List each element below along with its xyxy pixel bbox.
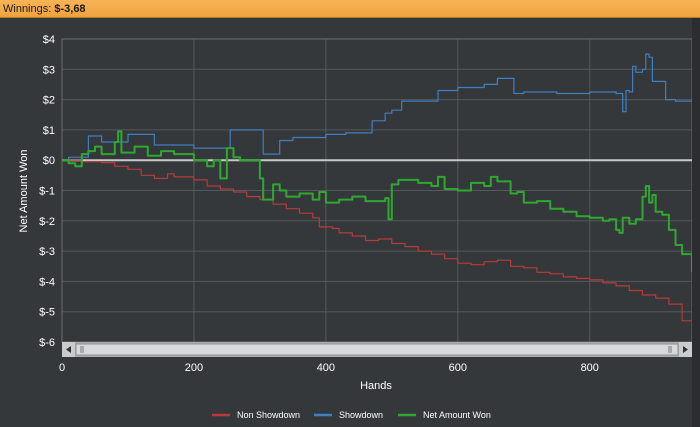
legend-item: Non Showdown	[212, 410, 300, 420]
winnings-label: Winnings:	[3, 3, 52, 15]
y-tick-label: $-5	[39, 307, 55, 319]
arrow-right-icon[interactable]	[679, 342, 692, 357]
x-tick-label: 800	[581, 362, 599, 374]
x-tick-label: 400	[317, 362, 335, 374]
y-tick-label: $-1	[39, 186, 55, 198]
y-tick-label: $2	[43, 95, 55, 107]
legend-label: Net Amount Won	[423, 410, 491, 420]
x-axis-ticks: 0 200 400 600 800	[59, 362, 599, 374]
legend-label: Showdown	[339, 410, 383, 420]
x-axis-title: Hands	[360, 380, 392, 392]
scroll-grip-icon	[80, 346, 672, 353]
x-tick-label: 600	[449, 362, 467, 374]
legend-label: Non Showdown	[237, 410, 300, 420]
y-tick-label: $-3	[39, 246, 55, 258]
y-axis-ticks: $4 $3 $2 $1 $0 $-1 $-2 $-3 $-4 $-5 $-6	[39, 34, 55, 349]
y-tick-label: $4	[43, 34, 55, 46]
legend: Non Showdown Showdown Net Amount Won	[212, 410, 491, 420]
series-line-non-showdown[interactable]	[62, 159, 693, 330]
y-tick-label: $1	[43, 125, 55, 137]
scrollbar-thumb[interactable]	[75, 343, 679, 356]
legend-item: Showdown	[314, 410, 383, 420]
y-axis-title: Net Amount Won	[18, 150, 30, 233]
y-tick-label: $3	[43, 64, 55, 76]
series-layer	[62, 53, 693, 330]
x-tick-label: 200	[185, 362, 203, 374]
arrow-left-icon[interactable]	[62, 342, 75, 357]
y-tick-label: $-2	[39, 216, 55, 228]
legend-item: Net Amount Won	[398, 410, 491, 420]
window-edge	[692, 18, 700, 427]
series-line-showdown[interactable]	[62, 53, 692, 161]
y-tick-label: $-4	[39, 276, 55, 288]
y-tick-label: $0	[43, 155, 55, 167]
horizontal-scrollbar[interactable]	[62, 342, 692, 357]
winnings-bar: Winnings: $-3,68	[0, 0, 700, 18]
series-line-net-amount-won[interactable]	[62, 130, 693, 273]
net-amount-chart[interactable]: $4 $3 $2 $1 $0 $-1 $-2 $-3 $-4 $-5 $-6 0 200 400 600 8…	[0, 18, 700, 427]
winnings-value: $-3,68	[54, 3, 86, 15]
x-tick-label: 0	[59, 362, 65, 374]
y-tick-label: $-6	[39, 337, 55, 349]
